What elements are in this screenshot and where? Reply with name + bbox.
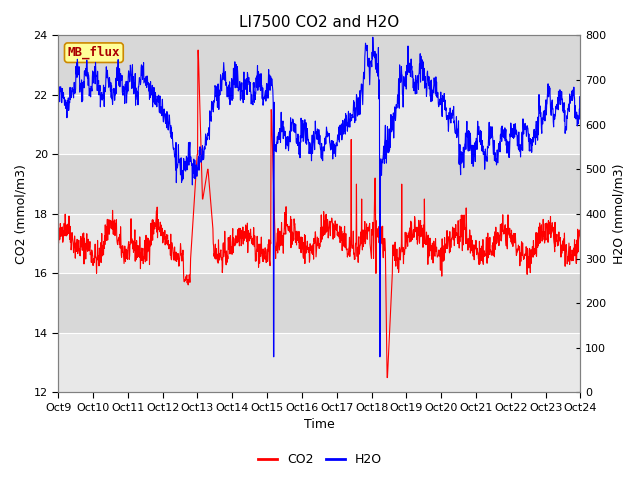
Title: LI7500 CO2 and H2O: LI7500 CO2 and H2O [239, 15, 399, 30]
Legend: CO2, H2O: CO2, H2O [253, 448, 387, 471]
Line: H2O: H2O [58, 37, 580, 357]
H2O [352, 118, 360, 123]
CO2 [116, 231, 124, 237]
H2O [54, 88, 62, 94]
CO2 [383, 375, 391, 381]
CO2 [95, 255, 102, 261]
Y-axis label: CO2 (mmol/m3): CO2 (mmol/m3) [15, 164, 28, 264]
X-axis label: Time: Time [304, 419, 335, 432]
CO2 [276, 233, 284, 239]
Bar [58, 155, 580, 214]
CO2 [54, 237, 62, 243]
CO2 [194, 48, 202, 53]
CO2 [287, 245, 295, 251]
H2O [296, 133, 304, 139]
CO2 [577, 236, 584, 242]
Bar [58, 36, 580, 95]
Y-axis label: H2O (mmol/m3): H2O (mmol/m3) [612, 164, 625, 264]
H2O [577, 116, 584, 122]
H2O [95, 78, 102, 84]
Bar [58, 274, 580, 333]
CO2 [352, 240, 360, 246]
H2O [276, 127, 284, 132]
Text: MB_flux: MB_flux [68, 46, 120, 60]
Bar [58, 95, 580, 155]
H2O [116, 84, 124, 90]
H2O [287, 128, 295, 134]
H2O [369, 34, 377, 40]
Line: CO2: CO2 [58, 50, 580, 378]
Bar [58, 214, 580, 274]
Bar [58, 333, 580, 393]
CO2 [296, 242, 304, 248]
H2O [269, 354, 277, 360]
